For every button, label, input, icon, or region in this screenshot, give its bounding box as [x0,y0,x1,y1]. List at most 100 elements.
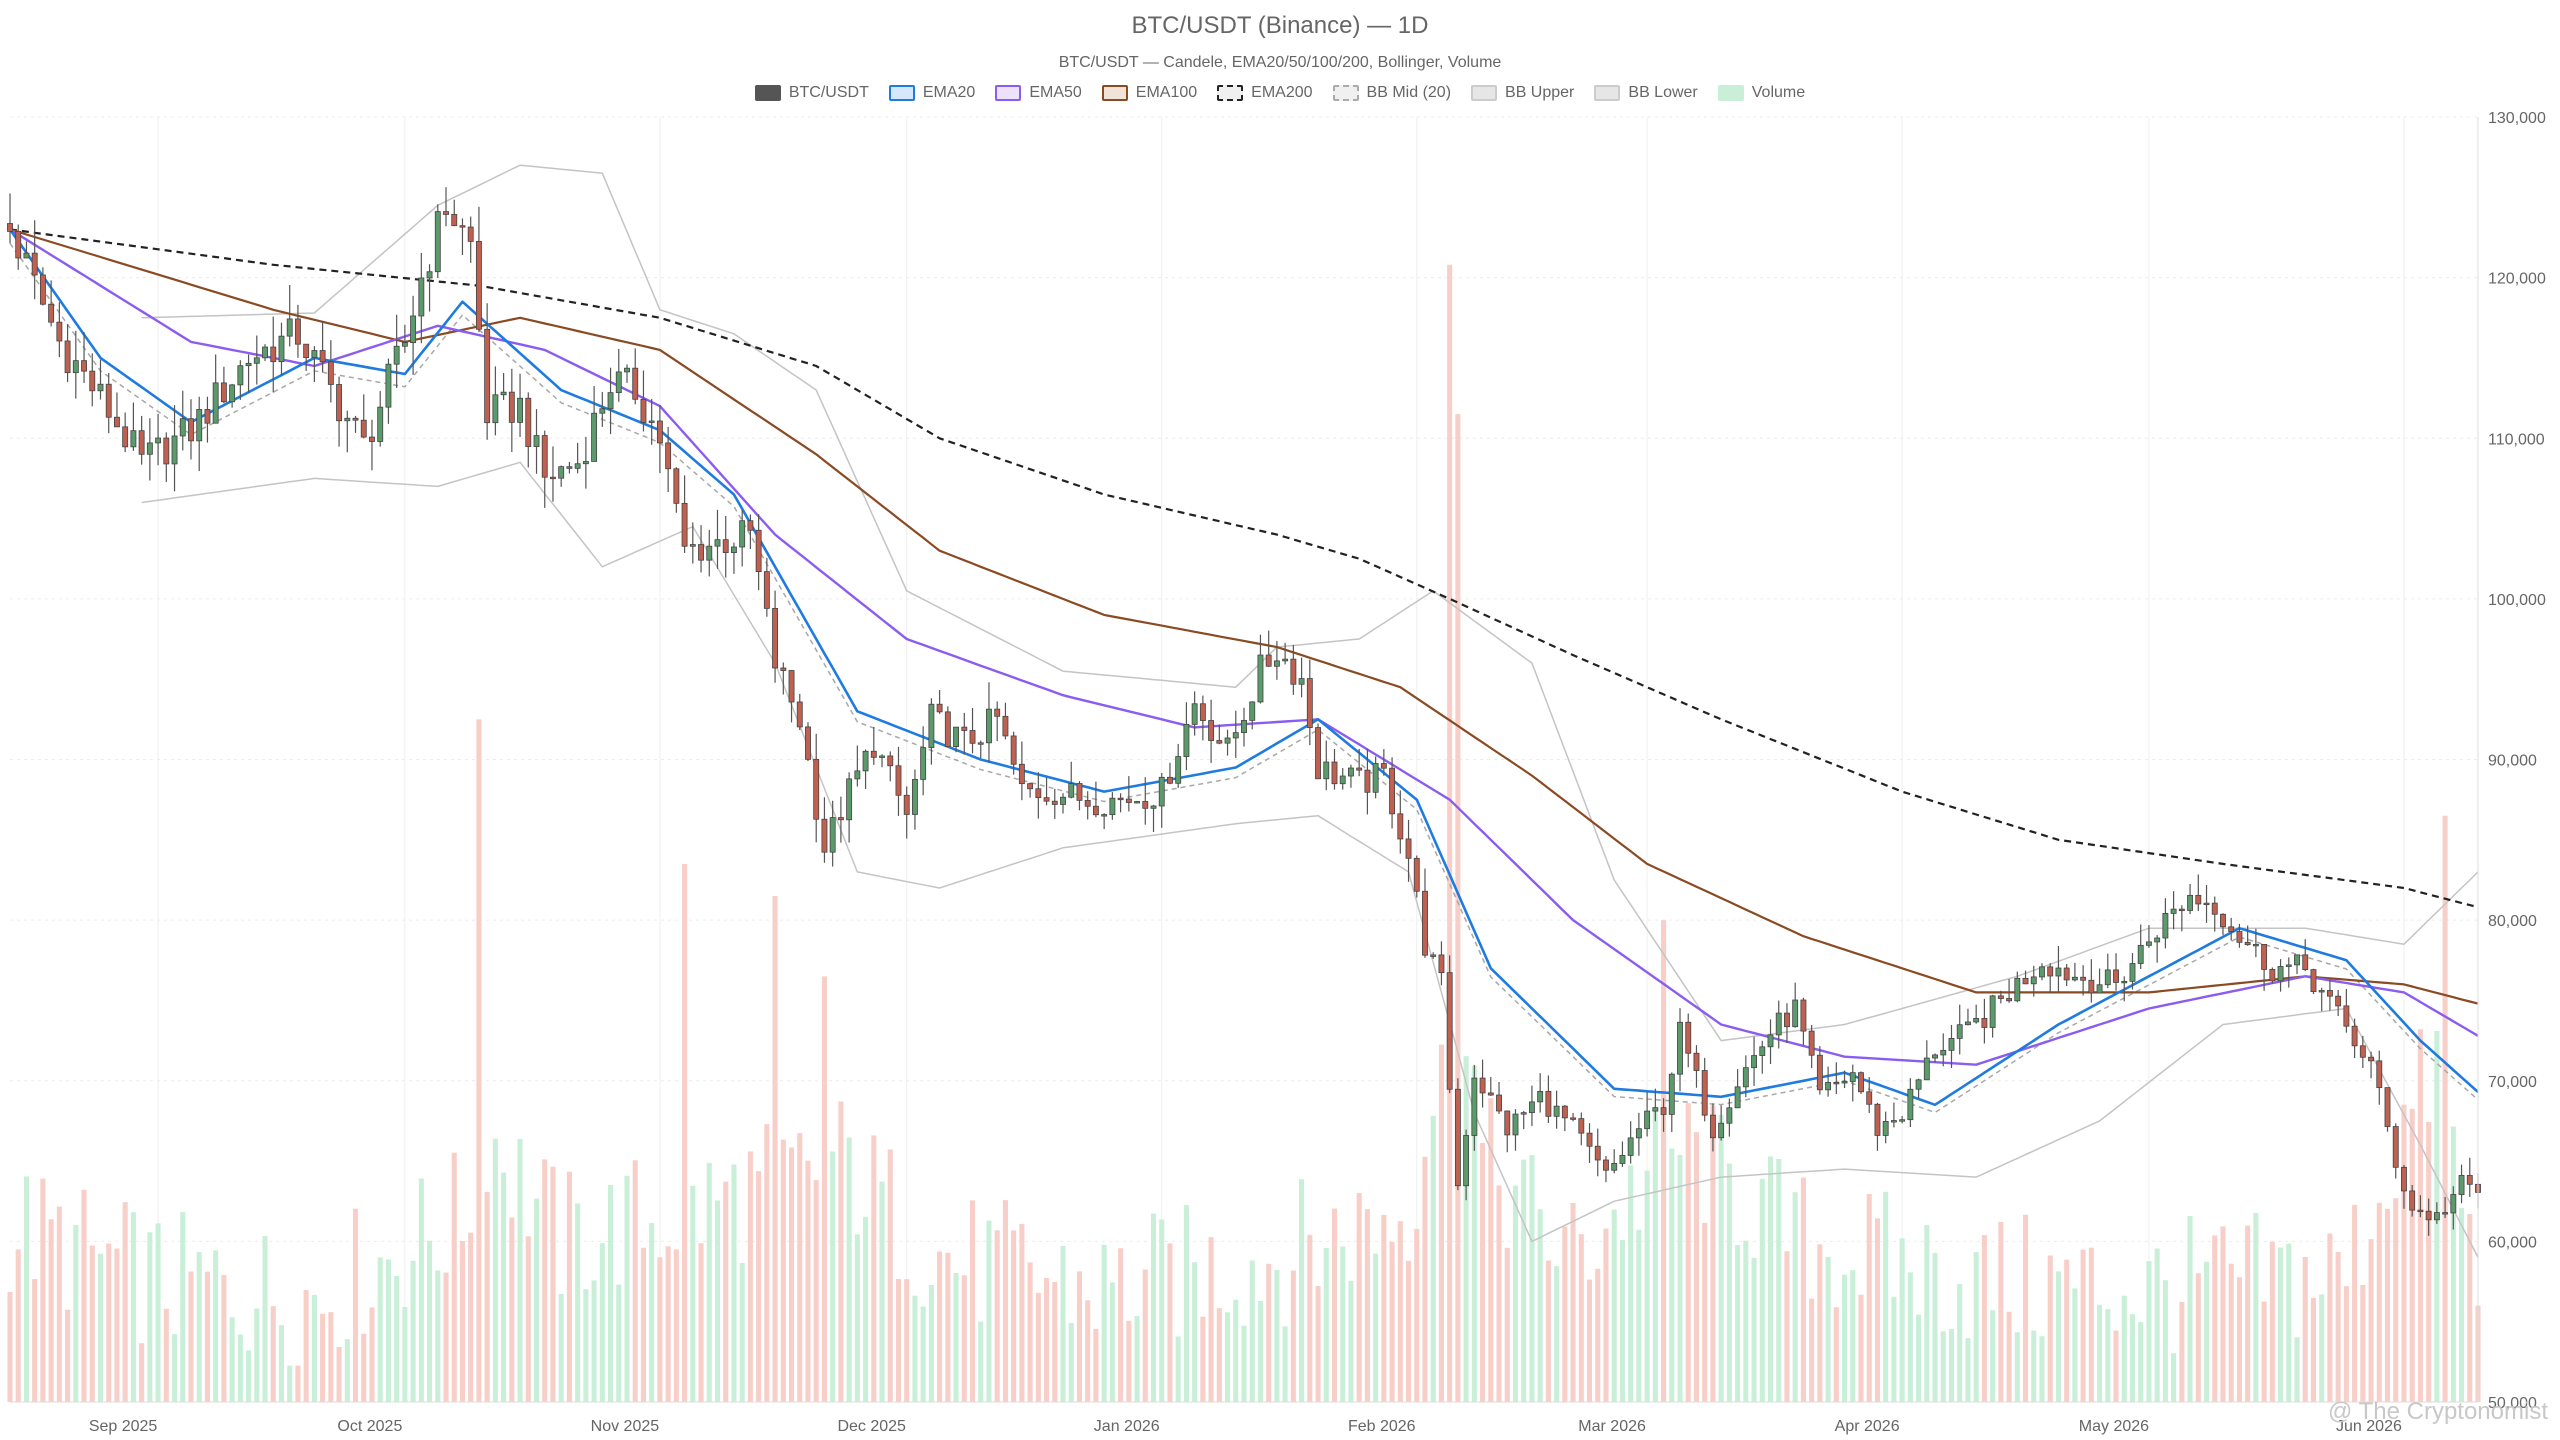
candle-body [2178,908,2185,912]
volume-bar [1759,1178,1765,1402]
candle [1816,1046,1823,1095]
candle-body [1101,814,1108,817]
candle-body [1339,775,1346,785]
volume-bar [533,1198,540,1402]
volume-bar [501,1172,507,1402]
volume-bar [2171,1353,2177,1402]
candle [1496,1081,1502,1114]
candle-body [698,544,704,561]
candle-body [1940,1049,1947,1056]
ema200-line [9,228,2479,909]
volume-bar [427,1240,433,1402]
candle-body [1644,1110,1651,1130]
candle-body [1117,797,1124,801]
candle-body [706,545,713,561]
candle [1932,1053,1938,1063]
candle [1808,1025,1815,1069]
volume-bar [2014,1332,2020,1402]
candle [1463,1129,1470,1201]
candle-body [2080,976,2087,981]
candle-body [1652,1107,1659,1112]
candle [1677,1008,1683,1092]
candle [566,461,573,474]
candle-body [2318,990,2325,993]
legend-item-bb-mid-20-[interactable]: BB Mid (20) [1332,84,1452,102]
candle-body [1092,805,1099,816]
volume-bar [986,1220,992,1402]
candle-body [805,726,811,760]
volume-bar [1315,1286,1321,1402]
candle-body [2211,902,2218,915]
legend-item-bb-lower[interactable]: BB Lower [1594,84,1698,102]
candle-body [1060,796,1066,805]
candle [615,348,622,402]
candle-body [459,225,466,228]
candle [665,427,672,492]
candle-body [1570,1117,1577,1120]
candle [1973,1004,1980,1024]
volume-bar [394,1275,400,1402]
y-tick-label: 130,000 [2488,110,2546,127]
candle [393,314,400,388]
legend-item-ema200[interactable]: EMA200 [1217,84,1313,102]
candle-body [936,703,943,713]
volume-bar [2212,1235,2218,1402]
volume-bar [1035,1292,1041,1402]
candle-body [1907,1088,1914,1121]
legend-item-ema100[interactable]: EMA100 [1101,84,1197,102]
volume-bar [640,1247,646,1402]
candle [550,446,556,502]
candle-body [1775,1012,1782,1036]
candle [895,746,902,816]
candle-body [56,321,63,342]
volume-bar [2072,1288,2078,1402]
volume-bar [2319,1294,2325,1402]
candle-body [821,818,828,853]
volume-bar [1751,1257,1757,1402]
candle-body [1364,769,1371,793]
candle [1380,749,1387,776]
volume-bar [739,1263,745,1402]
legend-label: BTC/USDT [788,84,869,101]
candle [2368,1051,2374,1079]
volume-bar [23,1176,29,1402]
candle-body [237,365,244,386]
legend-label: BB Mid (20) [1366,84,1452,101]
legend-item-ema20[interactable]: EMA20 [888,84,975,102]
candle [1528,1085,1535,1127]
candle [2466,1157,2473,1197]
candle-body [541,435,548,478]
volume-bar [2022,1214,2029,1402]
candle-body [1068,783,1075,798]
volume-bar [1414,1228,1420,1402]
volume-bar [846,1137,852,1402]
candle [533,409,540,474]
candle [1216,724,1223,745]
volume-bar [608,1185,614,1402]
volume-bar [2269,1241,2275,1402]
legend-item-bb-upper[interactable]: BB Upper [1471,84,1574,102]
candle [517,373,523,437]
volume-bar [920,1306,926,1402]
legend-item-btc-usdt[interactable]: BTC/USDT [754,84,869,102]
candle [887,751,894,782]
candle [1685,1013,1692,1068]
candle-body [1125,798,1132,803]
candle-body [739,520,746,548]
candle [944,706,951,748]
candle-body [2022,977,2029,985]
candle [780,662,787,695]
candle-body [763,571,770,609]
volume-bar [1216,1308,1222,1402]
volume-layer [7,264,2481,1402]
volume-bar [1677,1154,1683,1402]
volume-bar [1175,1336,1181,1402]
volume-bar [1981,1235,1987,1402]
legend-item-volume[interactable]: Volume [1717,84,1805,102]
candle [15,224,22,270]
legend-item-ema50[interactable]: EMA50 [995,84,1082,102]
candle-body [2351,1025,2358,1047]
volume-bar [1282,1326,1288,1402]
volume-bar [2426,1121,2432,1402]
volume-bar [1134,1315,1140,1402]
